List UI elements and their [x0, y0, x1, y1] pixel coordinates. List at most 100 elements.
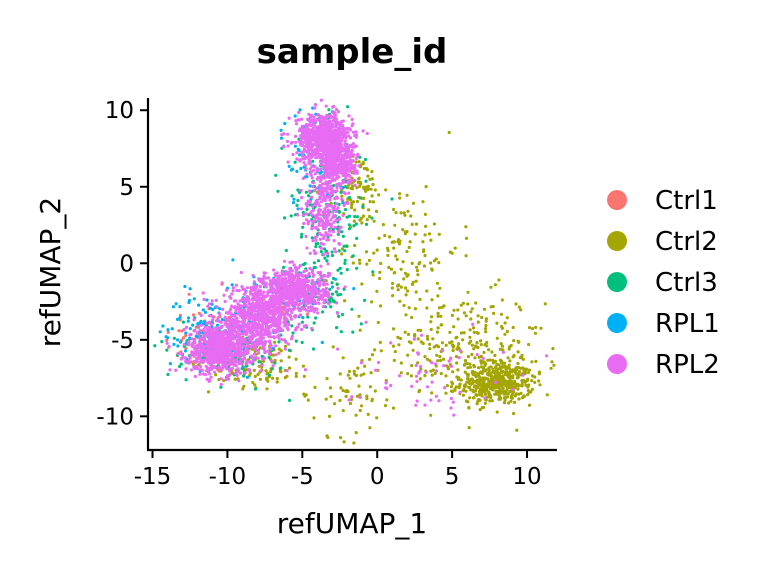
data-point [394, 254, 398, 258]
data-point [284, 293, 288, 297]
data-point [226, 363, 230, 367]
data-point [323, 142, 327, 146]
data-point [210, 328, 214, 332]
data-point [527, 326, 532, 330]
data-point [165, 348, 169, 352]
data-point [184, 325, 189, 329]
data-point [352, 153, 356, 157]
data-point [235, 316, 239, 320]
data-point [479, 359, 483, 363]
data-point [424, 185, 428, 189]
data-point [288, 398, 292, 402]
data-point [461, 393, 465, 397]
data-point [364, 189, 368, 193]
data-point [210, 314, 215, 318]
data-point [201, 360, 205, 364]
data-point [337, 314, 341, 318]
data-point [341, 164, 345, 168]
data-point [195, 364, 199, 368]
data-point [339, 190, 343, 194]
data-point [367, 258, 371, 262]
data-point [488, 379, 492, 383]
data-point [266, 302, 270, 306]
data-point [310, 268, 315, 272]
data-point [287, 348, 291, 352]
data-point [257, 364, 261, 368]
data-point [187, 343, 191, 347]
data-point [237, 289, 241, 293]
data-point [365, 394, 369, 398]
data-point [183, 284, 187, 289]
data-point [508, 390, 512, 394]
data-point [194, 344, 198, 348]
data-point [316, 278, 320, 282]
data-point [358, 393, 362, 397]
data-point [293, 285, 297, 289]
data-point [402, 303, 406, 308]
data-point [283, 344, 288, 348]
data-point [340, 312, 345, 317]
data-point [451, 344, 456, 348]
data-point [285, 317, 289, 321]
data-point [354, 156, 358, 161]
data-point [340, 167, 344, 171]
data-point [284, 270, 288, 274]
data-point [392, 207, 396, 212]
data-point [304, 190, 308, 194]
data-point [551, 347, 555, 351]
data-point [463, 370, 467, 374]
data-point [406, 209, 410, 213]
data-point [410, 222, 414, 226]
data-point [285, 303, 289, 308]
data-point [324, 397, 328, 401]
data-point [290, 194, 294, 198]
data-point [514, 372, 518, 376]
data-point [307, 112, 311, 116]
data-point [244, 290, 248, 294]
data-point [262, 290, 266, 294]
data-point [312, 168, 316, 172]
data-point [181, 336, 185, 340]
data-point [279, 136, 284, 140]
data-point [301, 225, 305, 229]
data-point [527, 403, 532, 407]
data-point [294, 119, 298, 123]
data-point [363, 157, 368, 162]
data-point [274, 173, 278, 177]
data-point [289, 141, 293, 145]
data-point [190, 344, 194, 348]
data-point [305, 299, 309, 303]
data-point [340, 247, 344, 251]
data-point [329, 158, 333, 162]
data-point [455, 347, 459, 351]
data-point [278, 320, 282, 325]
data-point [297, 308, 301, 312]
data-point [280, 293, 284, 297]
data-point [300, 117, 304, 121]
data-point [423, 355, 427, 359]
data-point [252, 368, 256, 372]
data-point [444, 391, 448, 395]
data-point [184, 359, 188, 363]
data-point [346, 156, 350, 160]
data-point [236, 345, 240, 349]
data-point [393, 223, 397, 227]
data-point [533, 331, 538, 335]
data-point [335, 149, 339, 153]
data-point [258, 284, 262, 288]
data-point [484, 362, 488, 366]
data-point [354, 222, 358, 226]
data-point [313, 106, 317, 110]
data-point [286, 144, 290, 148]
data-point [253, 286, 257, 290]
data-point [383, 404, 388, 408]
data-point [294, 357, 298, 361]
data-point [223, 339, 227, 343]
data-point [247, 337, 252, 341]
data-point [467, 426, 471, 430]
data-point [322, 139, 326, 143]
data-point [436, 294, 440, 298]
data-point [358, 408, 362, 413]
data-point [269, 281, 273, 285]
data-point [530, 374, 535, 378]
